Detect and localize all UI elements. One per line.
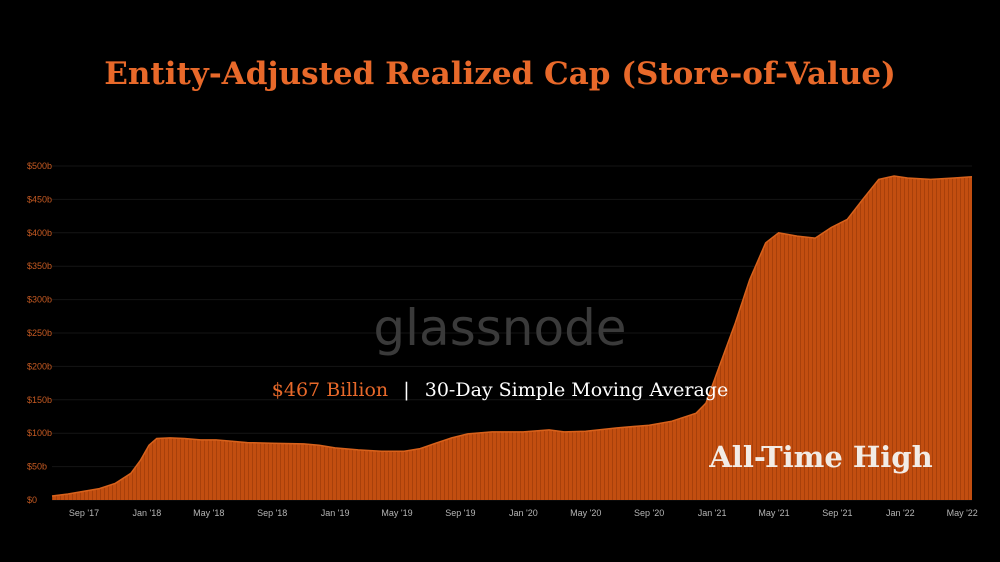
- y-tick-label: $200b: [27, 361, 52, 371]
- x-tick-label: Jan '22: [886, 508, 915, 518]
- y-tick-label: $400b: [27, 228, 52, 238]
- x-tick-label: Jan '20: [509, 508, 538, 518]
- x-tick-label: Jan '21: [698, 508, 727, 518]
- y-tick-label: $500b: [27, 161, 52, 171]
- x-tick-label: Sep '19: [445, 508, 475, 518]
- y-tick-label: $0: [27, 495, 37, 505]
- x-tick-label: Sep '20: [634, 508, 664, 518]
- x-tick-label: Sep '18: [257, 508, 287, 518]
- annotation-separator: |: [403, 379, 409, 401]
- x-tick-label: Sep '21: [822, 508, 852, 518]
- value-annotation: $467 Billion | 30-Day Simple Moving Aver…: [272, 379, 728, 401]
- x-tick-label: May '18: [193, 508, 224, 518]
- annotation-description: 30-Day Simple Moving Average: [425, 379, 728, 401]
- y-tick-label: $250b: [27, 328, 52, 338]
- watermark-logo: glassnode: [373, 299, 626, 357]
- x-tick-label: Jan '18: [133, 508, 162, 518]
- x-tick-label: Sep '17: [69, 508, 99, 518]
- y-tick-label: $50b: [27, 462, 47, 472]
- y-tick-label: $450b: [27, 194, 52, 204]
- series-area: [52, 176, 972, 500]
- all-time-high-label: All-Time High: [708, 440, 932, 474]
- annotation-value: $467 Billion: [272, 379, 388, 401]
- x-tick-label: May '19: [381, 508, 412, 518]
- y-tick-label: $150b: [27, 395, 52, 405]
- chart-title: Entity-Adjusted Realized Cap (Store-of-V…: [104, 56, 896, 92]
- x-tick-label: May '20: [570, 508, 601, 518]
- x-tick-label: May '22: [947, 508, 978, 518]
- x-tick-label: Jan '19: [321, 508, 350, 518]
- series-line: [51, 175, 973, 497]
- y-tick-label: $300b: [27, 295, 52, 305]
- y-axis: $0 $50b $100b $150b $200b $250b $300b $350b $400…: [27, 161, 52, 505]
- x-axis: Sep '17 Jan '18 May '18 Sep '18 Jan '19 May '…: [69, 508, 978, 518]
- x-tick-label: May '21: [758, 508, 789, 518]
- y-tick-label: $100b: [27, 428, 52, 438]
- y-tick-label: $350b: [27, 261, 52, 271]
